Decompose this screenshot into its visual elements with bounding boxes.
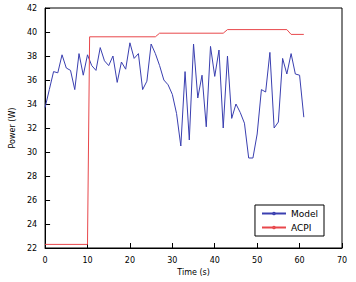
- svg-text:50: 50: [252, 256, 262, 265]
- svg-text:30: 30: [167, 256, 177, 265]
- svg-text:24: 24: [27, 220, 37, 229]
- svg-text:36: 36: [27, 76, 37, 85]
- svg-text:10: 10: [82, 256, 92, 265]
- svg-text:40: 40: [27, 28, 37, 37]
- svg-text:40: 40: [210, 256, 220, 265]
- svg-text:0: 0: [43, 256, 48, 265]
- svg-text:32: 32: [27, 124, 37, 133]
- svg-text:Time (s): Time (s): [176, 268, 210, 277]
- svg-text:38: 38: [27, 52, 37, 61]
- svg-text:22: 22: [27, 244, 37, 253]
- svg-text:Power (W): Power (W): [8, 108, 17, 149]
- svg-text:20: 20: [125, 256, 135, 265]
- svg-text:26: 26: [27, 196, 37, 205]
- svg-text:34: 34: [27, 100, 37, 109]
- svg-text:42: 42: [27, 4, 37, 13]
- svg-text:70: 70: [337, 256, 347, 265]
- svg-text:ACPI: ACPI: [291, 223, 311, 233]
- svg-text:30: 30: [27, 148, 37, 157]
- svg-text:Model: Model: [291, 209, 318, 219]
- svg-text:28: 28: [27, 172, 37, 181]
- svg-text:60: 60: [294, 256, 304, 265]
